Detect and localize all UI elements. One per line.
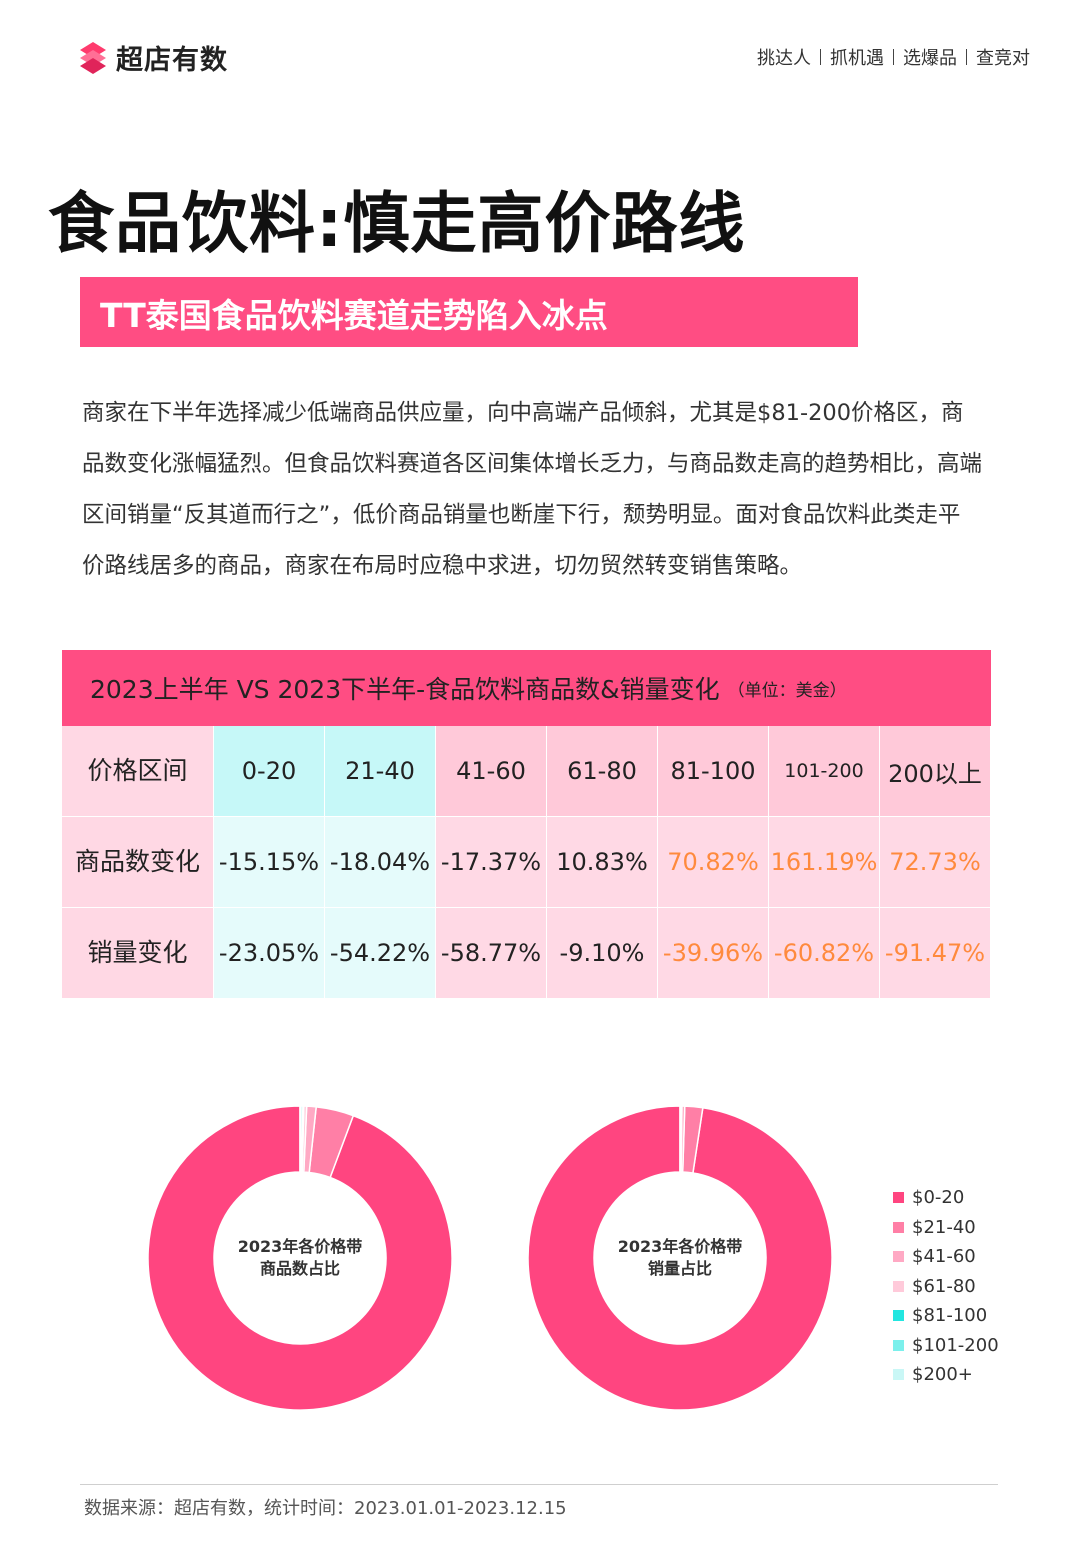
legend-label: $41-60: [912, 1246, 976, 1268]
legend-swatch: [893, 1369, 904, 1381]
footer-divider: [80, 1484, 998, 1485]
range-cell: 81-100: [658, 726, 769, 817]
row-header-range: 价格区间: [62, 726, 214, 817]
table-title-bar: 2023上半年 VS 2023下半年-食品饮料商品数&销量变化 （单位：美金）: [62, 650, 991, 726]
table-title: 2023上半年 VS 2023下半年-食品饮料商品数&销量变化: [90, 675, 720, 704]
brand-logo[interactable]: 超店有数: [76, 38, 228, 77]
donut-slice-1-1: [147, 1105, 453, 1411]
range-cell: 61-80: [547, 726, 658, 817]
page-header: 超店有数 挑达人 抓机遇 选爆品 查竞对: [0, 0, 1080, 110]
top-nav: 挑达人 抓机遇 选爆品 查竞对: [757, 44, 1030, 70]
section-banner: TT泰国食品饮料赛道走势陷入冰点: [80, 277, 858, 347]
nav-item-products[interactable]: 选爆品: [903, 48, 957, 69]
chart-legend: $0-20 $21-40 $41-60 $61-80 $81-100 $101-…: [893, 1183, 999, 1390]
count-change-cell: -17.37%: [436, 817, 547, 908]
legend-swatch: [893, 1339, 904, 1351]
legend-label: $200+: [912, 1364, 973, 1386]
donut-center-label: 销量占比: [648, 1259, 712, 1278]
logo-icon: [80, 41, 106, 74]
legend-label: $81-100: [912, 1305, 988, 1327]
sales-change-cell: -23.05%: [214, 908, 325, 999]
legend-swatch: [893, 1251, 904, 1263]
range-cell: 200以上: [880, 726, 991, 817]
legend-label: $101-200: [912, 1334, 999, 1356]
sales-change-cell: -9.10%: [547, 908, 658, 999]
row-header-count: 商品数变化: [62, 817, 214, 908]
row-header-sales: 销量变化: [62, 908, 214, 999]
sales-change-cell: -39.96%: [658, 908, 769, 999]
count-change-cell: -18.04%: [325, 817, 436, 908]
donut-center-label: 2023年各价格带: [618, 1237, 743, 1256]
count-change-cell: -15.15%: [214, 817, 325, 908]
range-cell: 101-200: [769, 726, 880, 817]
legend-swatch: [893, 1280, 904, 1292]
nav-item-opportunity[interactable]: 抓机遇: [830, 48, 884, 69]
table-row: 价格区间 0-20 21-40 41-60 61-80 81-100 101-2…: [62, 726, 991, 817]
range-cell: 41-60: [436, 726, 547, 817]
nav-item-talent[interactable]: 挑达人: [757, 48, 811, 69]
nav-divider: [820, 49, 821, 65]
legend-item: $101-200: [893, 1331, 999, 1361]
table-row: 销量变化 -23.05% -54.22% -58.77% -9.10% -39.…: [62, 908, 991, 999]
legend-swatch: [893, 1221, 904, 1233]
legend-item: $81-100: [893, 1301, 999, 1331]
count-change-cell: 10.83%: [547, 817, 658, 908]
range-cell: 21-40: [325, 726, 436, 817]
body-paragraph: 商家在下半年选择减少低端商品供应量，向中高端产品倾斜，尤其是$81-200价格区…: [82, 400, 983, 579]
legend-label: $61-80: [912, 1275, 976, 1297]
donut-slice-1-7: [299, 1105, 302, 1173]
sales-change-cell: -91.47%: [880, 908, 991, 999]
sales-change-cell: -60.82%: [769, 908, 880, 999]
sales-change-cell: -54.22%: [325, 908, 436, 999]
legend-item: $200+: [893, 1360, 999, 1390]
data-source-note: 数据来源：超店有数，统计时间：2023.01.01-2023.12.15: [84, 1498, 567, 1519]
legend-swatch: [893, 1310, 904, 1322]
legend-item: $61-80: [893, 1272, 999, 1302]
sales-change-cell: -58.77%: [436, 908, 547, 999]
section-banner-text: TT泰国食品饮料赛道走势陷入冰点: [100, 296, 608, 335]
table-unit: （单位：美金）: [727, 680, 847, 701]
data-table: 价格区间 0-20 21-40 41-60 61-80 81-100 101-2…: [62, 726, 991, 999]
count-change-cell: 70.82%: [658, 817, 769, 908]
legend-item: $41-60: [893, 1242, 999, 1272]
count-change-cell: 72.73%: [880, 817, 991, 908]
donut-center-label: 商品数占比: [260, 1259, 340, 1278]
donut-slice-2-1: [527, 1105, 833, 1411]
table-row: 商品数变化 -15.15% -18.04% -17.37% 10.83% 70.…: [62, 817, 991, 908]
count-change-cell: 161.19%: [769, 817, 880, 908]
legend-label: $0-20: [912, 1187, 965, 1209]
donut-center-label: 2023年各价格带: [238, 1237, 363, 1256]
legend-item: $0-20: [893, 1183, 999, 1213]
nav-item-competitors[interactable]: 查竞对: [976, 48, 1030, 69]
change-table: 2023上半年 VS 2023下半年-食品饮料商品数&销量变化 （单位：美金） …: [62, 650, 991, 999]
brand-name: 超店有数: [116, 45, 228, 76]
legend-item: $21-40: [893, 1213, 999, 1243]
legend-swatch: [893, 1192, 904, 1204]
legend-label: $21-40: [912, 1216, 976, 1238]
page-title: 食品饮料:慎走高价路线: [48, 185, 746, 262]
nav-divider: [966, 49, 967, 65]
nav-divider: [893, 49, 894, 65]
range-cell: 0-20: [214, 726, 325, 817]
